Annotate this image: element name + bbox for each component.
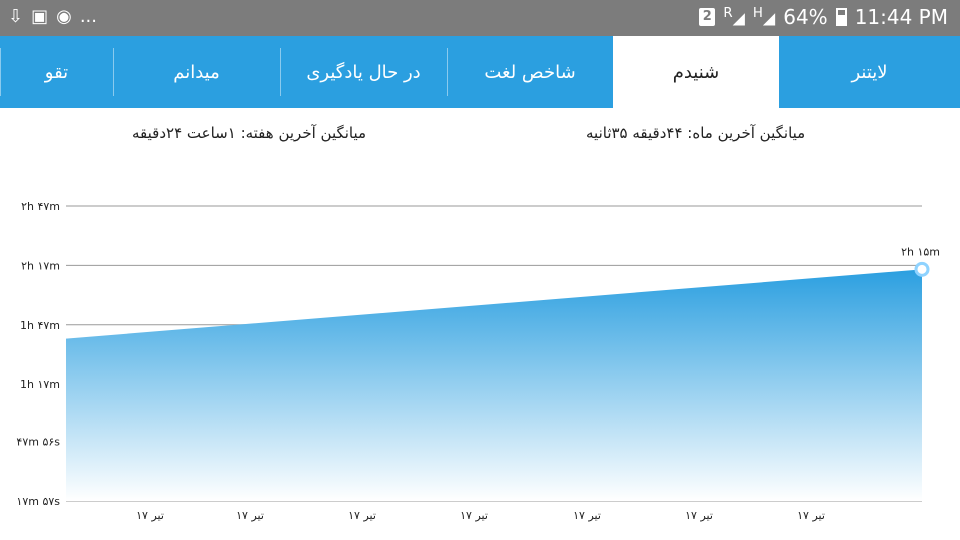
- tab-word-index[interactable]: شاخص لغت: [447, 36, 613, 108]
- clock: 11:44 PM: [854, 5, 948, 29]
- tab-label: تقو: [44, 61, 69, 83]
- battery-percent: 64%: [783, 5, 828, 29]
- week-average: میانگین آخرین هفته: ۱ساعت ۲۴دقیقه: [132, 124, 367, 142]
- x-tick-label: ۱۷ تیر: [685, 509, 713, 522]
- area-fill: [66, 269, 922, 501]
- x-tick-label: ۱۷ تیر: [136, 509, 164, 522]
- y-tick-label: ۲h ۱۷m: [21, 259, 60, 272]
- y-tick-label: ۱۷m ۵۷s: [16, 495, 60, 508]
- tab-label: در حال یادگیری: [306, 61, 421, 83]
- x-tick-label: ۱۷ تیر: [460, 509, 488, 522]
- network-h-label: H: [752, 6, 763, 22]
- battery-icon: [835, 8, 847, 26]
- chrome-alert-icon: ◉: [56, 6, 72, 27]
- tab-label: میدانم: [173, 61, 220, 83]
- tab-label: شاخص لغت: [484, 61, 576, 83]
- tab-know[interactable]: میدانم: [113, 36, 280, 108]
- last-point-label: ۲h ۱۵m: [901, 245, 940, 258]
- y-tick-label: 1h ۴۷m: [20, 319, 60, 332]
- image-icon: ▣: [31, 6, 49, 27]
- sim-badge: 2: [699, 8, 716, 26]
- y-tick-label: ۴۷m ۵۶s: [16, 436, 60, 449]
- notification-icons: ⇩ ▣ ◉ ...: [8, 6, 97, 27]
- last-data-point[interactable]: [914, 261, 930, 277]
- listening-time-chart: ۱۷m ۵۷s ۴۷m ۵۶s 1h ۱۷m 1h ۴۷m ۲h ۱۷m ۲h ۴۷m ۲h…: [16, 200, 940, 522]
- more-notifications: ...: [79, 6, 97, 27]
- month-average: میانگین آخرین ماه: ۴۴دقیقه ۳۵ثانیه: [586, 124, 806, 142]
- tab-heard[interactable]: شنیدم: [613, 36, 779, 108]
- x-tick-label: ۱۷ تیر: [573, 509, 601, 522]
- download-icon: ⇩: [8, 6, 24, 27]
- average-stats: میانگین آخرین ماه: ۴۴دقیقه ۳۵ثانیه میانگ…: [0, 124, 960, 148]
- tab-label: شنیدم: [672, 61, 720, 83]
- tab-label: لایتنر: [851, 61, 888, 83]
- x-tick-label: ۱۷ تیر: [236, 509, 264, 522]
- x-tick-label: ۱۷ تیر: [797, 509, 825, 522]
- signal-h-icon: H◢: [752, 6, 776, 28]
- x-tick-label: ۱۷ تیر: [348, 509, 376, 522]
- tab-partial[interactable]: تقو: [0, 36, 113, 108]
- status-bar: ⇩ ▣ ◉ ... 2 R◢ H◢ 64% 11:44 PM: [0, 0, 960, 36]
- tab-learning[interactable]: در حال یادگیری: [280, 36, 447, 108]
- y-tick-label: 1h ۱۷m: [20, 378, 60, 391]
- signal-roaming-icon: R◢: [723, 6, 745, 28]
- tab-bar: لایتنر شنیدم شاخص لغت در حال یادگیری مید…: [0, 36, 960, 108]
- tab-leitner[interactable]: لایتنر: [779, 36, 960, 108]
- roaming-label: R: [723, 6, 733, 22]
- system-icons: 2 R◢ H◢ 64% 11:44 PM: [699, 5, 948, 29]
- y-tick-label: ۲h ۴۷m: [21, 200, 60, 213]
